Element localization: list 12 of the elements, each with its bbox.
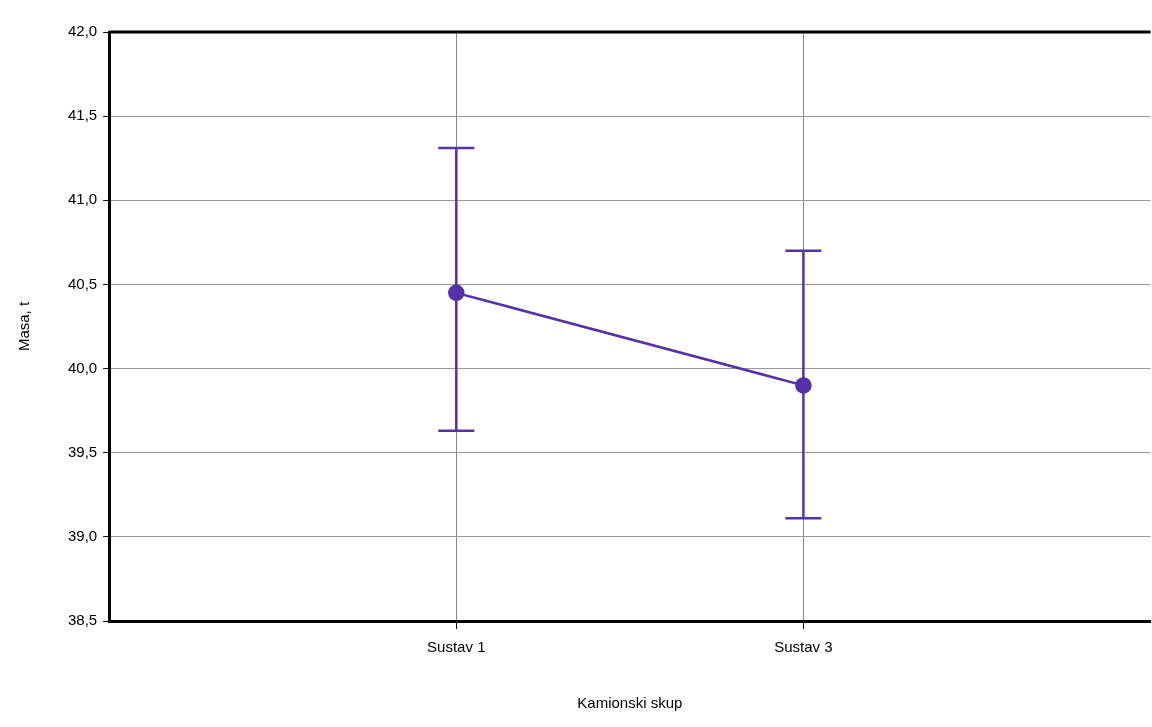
y-tick-label: 38,5 (67, 611, 98, 629)
y-tick-label: 41,5 (67, 106, 98, 124)
x-tick-label: Sustav 3 (774, 638, 833, 656)
x-axis-title: Kamionski skup (577, 694, 683, 712)
y-tick-label: 39,0 (67, 527, 98, 544)
y-tick-label: 40,5 (67, 274, 98, 292)
y-tick-label: 42,0 (67, 22, 98, 40)
y-tick-label: 40,0 (67, 358, 98, 376)
x-tick-label: Sustav 1 (427, 638, 486, 656)
y-tick-label: 41,0 (67, 190, 98, 208)
y-axis-title: Masa, t (15, 301, 33, 352)
y-tick-label: 39,5 (67, 442, 98, 460)
